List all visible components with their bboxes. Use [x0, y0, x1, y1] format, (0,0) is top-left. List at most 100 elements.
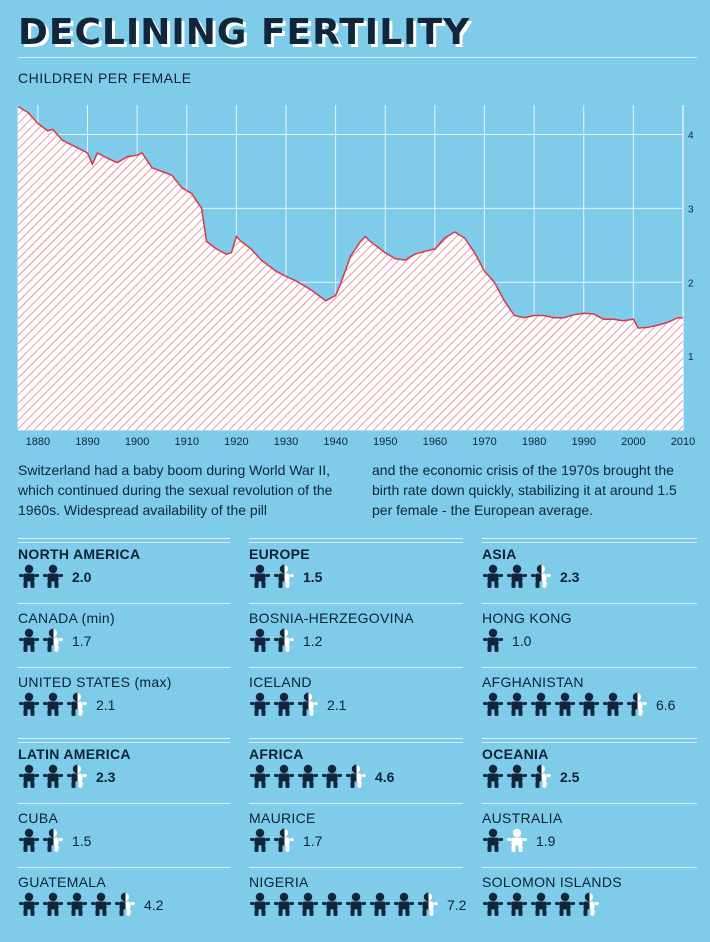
region-cell: AFGHANISTAN 6.6: [482, 674, 692, 736]
region-name: EUROPE: [249, 546, 310, 562]
region-cell: AFRICA 4.6: [249, 746, 459, 808]
baby-icon: [370, 892, 390, 916]
x-tick-label: 1950: [373, 436, 397, 448]
baby-icon: [250, 692, 270, 716]
region-cell: SOLOMON ISLANDS: [482, 874, 692, 936]
page-title: DECLINING FERTILITY: [18, 12, 471, 53]
fertility-value: 4.6: [375, 769, 395, 785]
baby-icon-group: [482, 764, 554, 790]
region-name: NORTH AMERICA: [18, 546, 141, 562]
baby-icon: [274, 764, 294, 788]
baby-icon-group: [18, 828, 66, 854]
grid-separator: [249, 667, 463, 668]
baby-icon: [43, 828, 63, 852]
baby-icon-group: [482, 828, 530, 854]
grid-separator: [249, 603, 463, 604]
baby-icon-group: [249, 564, 297, 590]
description-left: Switzerland had a baby boom during World…: [18, 462, 333, 518]
fertility-value: 2.0: [72, 569, 92, 585]
y-tick-label: 1: [688, 352, 694, 363]
y-tick-label: 2: [688, 278, 694, 289]
grid-separator: [482, 538, 697, 543]
baby-icon: [507, 828, 527, 852]
x-tick-label: 1880: [26, 436, 50, 448]
baby-icon: [67, 692, 87, 716]
baby-icon: [483, 564, 503, 588]
region-cell: ICELAND 2.1: [249, 674, 459, 736]
region-name: ASIA: [482, 546, 517, 562]
region-name: NIGERIA: [249, 874, 309, 890]
region-cell: CANADA (min) 1.7: [18, 610, 228, 672]
x-tick-label: 1940: [323, 436, 347, 448]
region-cell: GUATEMALA 4.2: [18, 874, 228, 936]
x-tick-label: 1930: [274, 436, 298, 448]
baby-icon: [274, 564, 294, 588]
x-tick-label: 1990: [572, 436, 596, 448]
fertility-area: [18, 106, 683, 430]
baby-icon: [250, 628, 270, 652]
region-cell: AUSTRALIA 1.9: [482, 810, 692, 872]
fertility-value: 1.2: [303, 633, 323, 649]
baby-icon: [298, 764, 318, 788]
fertility-area-chart: 1880 1890 1900 1910 1920 1930 1940 1950 1960 1970…: [17, 105, 695, 448]
y-tick-label: 4: [688, 131, 694, 142]
grid-separator: [482, 603, 697, 604]
grid-separator: [18, 667, 230, 668]
region-cell: EUROPE 1.5: [249, 546, 459, 608]
grid-separator: [482, 738, 697, 743]
grid-separator: [18, 538, 230, 543]
baby-icon-group: [249, 764, 369, 790]
grid-separator: [482, 803, 697, 804]
description-right: and the economic crisis of the 1970s bro…: [372, 462, 677, 518]
region-name: AFGHANISTAN: [482, 674, 584, 690]
baby-icon: [627, 692, 647, 716]
region-cell: OCEANIA 2.5: [482, 746, 692, 808]
x-tick-label: 1980: [522, 436, 546, 448]
fertility-value: 1.9: [536, 833, 556, 849]
grid-separator: [18, 603, 230, 604]
baby-icon: [507, 892, 527, 916]
x-tick-label: 1900: [125, 436, 149, 448]
baby-icon: [250, 564, 270, 588]
baby-icon: [531, 892, 551, 916]
region-name: CUBA: [18, 810, 59, 826]
region-name: AUSTRALIA: [482, 810, 563, 826]
baby-icon: [19, 892, 39, 916]
chart-subtitle: CHILDREN PER FEMALE: [18, 70, 192, 86]
x-tick-label: 1890: [75, 436, 99, 448]
x-tick-label: 1970: [472, 436, 496, 448]
baby-icon: [115, 892, 135, 916]
fertility-value: 2.5: [560, 769, 580, 785]
grid-separator: [18, 803, 230, 804]
region-cell: NORTH AMERICA 2.0: [18, 546, 228, 608]
baby-icon: [483, 692, 503, 716]
baby-icon: [531, 764, 551, 788]
region-name: OCEANIA: [482, 746, 549, 762]
baby-icon: [531, 692, 551, 716]
baby-icon: [19, 828, 39, 852]
baby-icon: [43, 764, 63, 788]
fertility-value: 2.1: [327, 697, 347, 713]
baby-icon: [507, 764, 527, 788]
region-name: BOSNIA-HERZEGOVINA: [249, 610, 414, 626]
fertility-value: 1.0: [512, 633, 532, 649]
region-name: HONG KONG: [482, 610, 572, 626]
region-name: MAURICE: [249, 810, 316, 826]
baby-icon: [531, 564, 551, 588]
fertility-value: 1.5: [303, 569, 323, 585]
x-tick-label: 1910: [174, 436, 198, 448]
baby-icon: [91, 892, 111, 916]
fertility-value: 4.2: [144, 897, 164, 913]
region-name: LATIN AMERICA: [18, 746, 131, 762]
baby-icon: [555, 692, 575, 716]
grid-separator: [249, 538, 463, 543]
baby-icon: [250, 764, 270, 788]
baby-icon: [67, 892, 87, 916]
fertility-value: 6.6: [656, 697, 676, 713]
region-cell: LATIN AMERICA 2.3: [18, 746, 228, 808]
x-tick-label: 2000: [621, 436, 645, 448]
region-name: UNITED STATES (max): [18, 674, 172, 690]
baby-icon: [579, 892, 599, 916]
baby-icon-group: [249, 892, 441, 918]
region-name: GUATEMALA: [18, 874, 107, 890]
